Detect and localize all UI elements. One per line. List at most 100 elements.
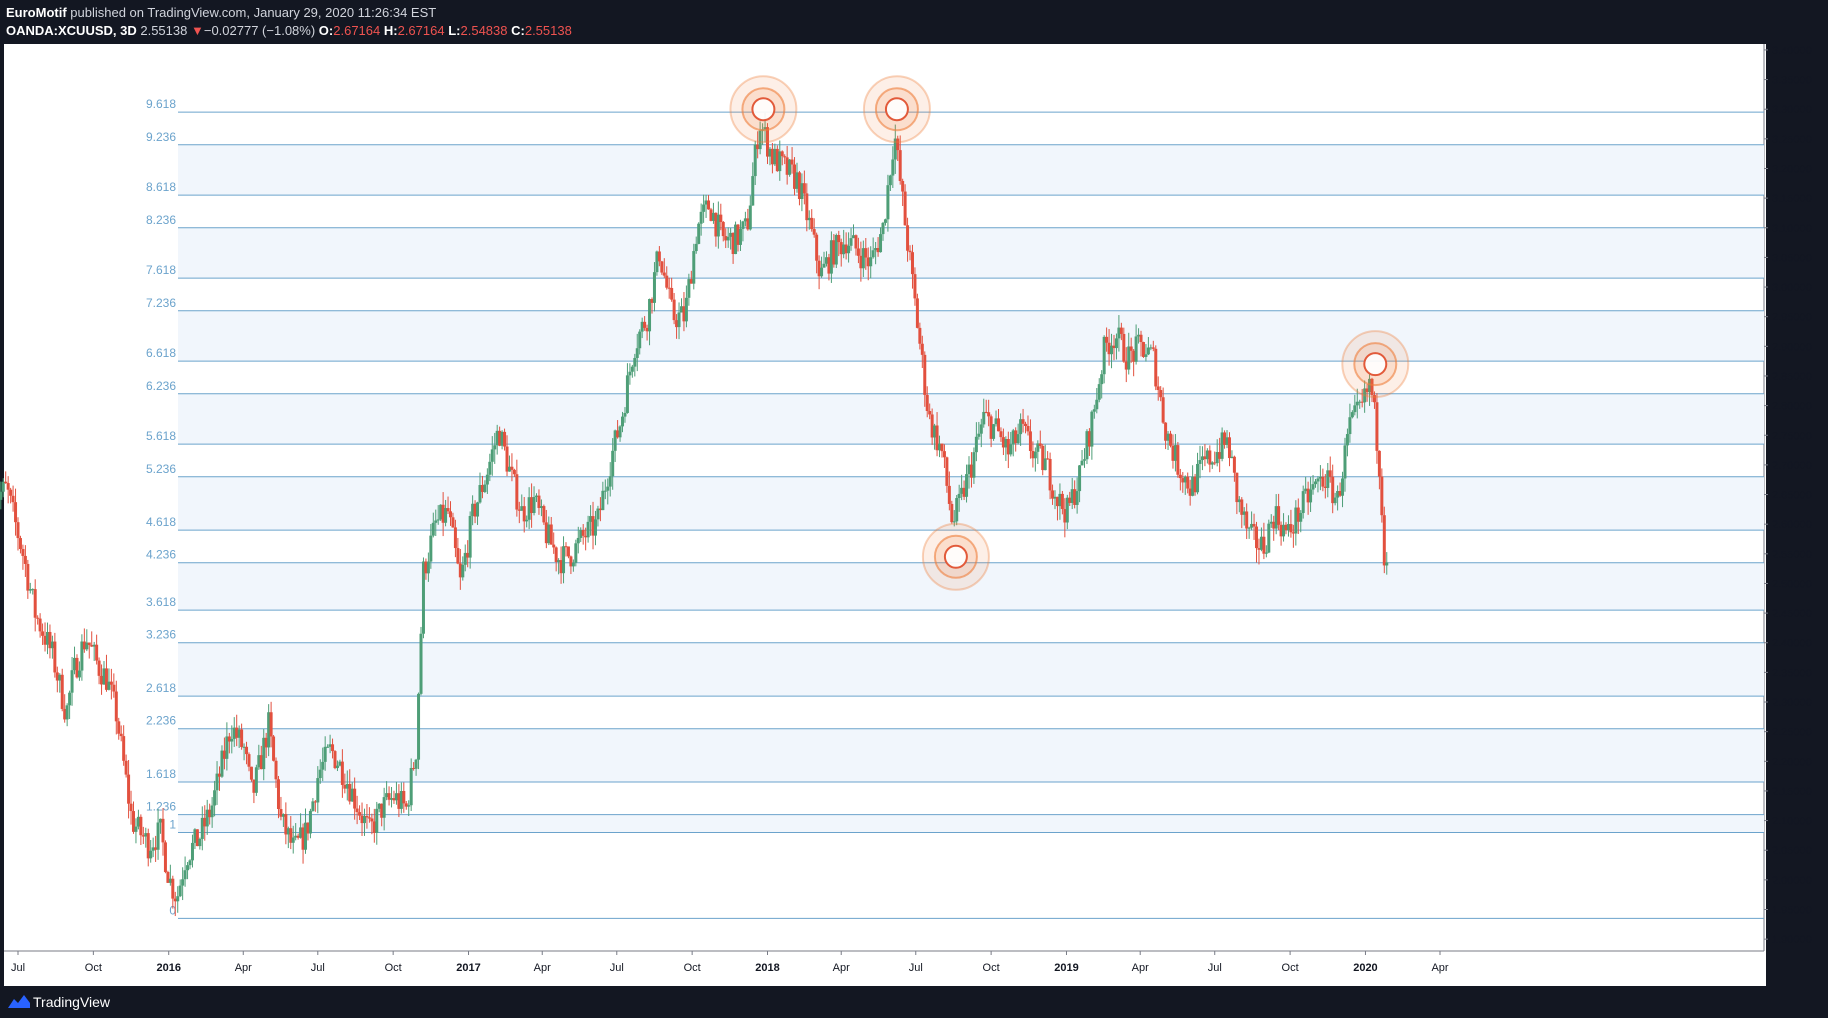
candle-up <box>820 267 824 277</box>
candle-down <box>1377 450 1381 477</box>
candle-down <box>709 209 713 221</box>
candle-down <box>1245 511 1249 529</box>
candle-up <box>729 232 733 237</box>
brand-name[interactable]: TradingView <box>33 994 111 1010</box>
candle-down <box>104 668 108 690</box>
candle-up <box>267 712 271 748</box>
candle-up <box>738 228 742 245</box>
candle-down <box>984 411 988 413</box>
candle-down <box>660 261 664 273</box>
candle-up <box>291 837 295 843</box>
candle-down <box>1181 478 1185 483</box>
candle-up <box>338 761 342 766</box>
candle-up <box>711 212 715 221</box>
candle-up <box>45 631 49 645</box>
symbol-name[interactable]: OANDA:XCUUSD, 3D <box>6 23 137 38</box>
candle-down <box>643 321 647 328</box>
candle-up <box>741 221 745 229</box>
x-tick-label: Oct <box>1282 962 1299 974</box>
candle-up <box>193 829 197 843</box>
candle-up <box>1343 445 1347 479</box>
candle-down <box>667 287 671 289</box>
candle-down <box>906 225 910 251</box>
candle-down <box>95 644 99 661</box>
candle-up <box>547 524 551 544</box>
candle-up <box>382 797 386 818</box>
x-tick-label: Oct <box>385 962 402 974</box>
candle-down <box>16 522 20 539</box>
fib-band <box>178 728 1764 783</box>
candle-up <box>1166 433 1170 441</box>
candle-up <box>488 461 492 475</box>
candle-down <box>75 657 79 678</box>
candle-down <box>517 509 521 511</box>
candle-down <box>854 235 858 249</box>
candle-up <box>1333 497 1337 504</box>
candle-up <box>758 130 762 150</box>
candle-up <box>684 297 688 322</box>
candle-up <box>31 589 35 591</box>
candle-up <box>485 474 489 485</box>
candle-up <box>562 546 566 574</box>
candle-down <box>832 240 836 265</box>
candle-up <box>107 681 111 690</box>
candle-down <box>1306 488 1310 503</box>
candle-down <box>915 298 919 328</box>
candle-up <box>1016 434 1020 444</box>
candle-up <box>611 450 615 477</box>
candles <box>0 112 1389 917</box>
candle-up <box>1242 511 1246 515</box>
candle-up <box>176 896 180 902</box>
candle-up <box>965 474 969 497</box>
candle-down <box>505 446 509 472</box>
y-tick-label: 2.90000 <box>1772 341 1812 353</box>
candle-up <box>800 183 804 199</box>
candle-down <box>1107 342 1111 355</box>
candle-down <box>97 660 101 676</box>
candle-up <box>1085 431 1089 460</box>
y-tick-label: 2.95000 <box>1772 312 1812 324</box>
candle-up <box>159 818 163 823</box>
candle-up <box>768 148 772 157</box>
candle-down <box>827 257 831 274</box>
open-value: 2.67164 <box>333 23 381 38</box>
candle-down <box>23 555 27 564</box>
y-tick-label: 2.35000 <box>1772 667 1812 679</box>
candle-down <box>1208 450 1212 465</box>
y-tick-label: 2.85000 <box>1772 371 1812 383</box>
candle-up <box>579 530 583 538</box>
candle-up <box>586 521 590 538</box>
candle-down <box>227 736 231 742</box>
candle-up <box>426 561 430 574</box>
price-change: −0.02777 (−1.08%) <box>203 23 316 38</box>
candle-up <box>933 425 937 438</box>
candle-down <box>793 164 797 189</box>
candle-up <box>419 633 423 694</box>
y-tick-labels: 1.90000 1.95000 2.00000 2.05000 2.10000 2.150… <box>1764 45 1812 946</box>
candle-up <box>149 850 153 859</box>
candle-down <box>1227 437 1231 459</box>
candle-down <box>331 744 335 752</box>
candle-up <box>751 176 755 206</box>
candle-down <box>333 751 337 769</box>
candle-down <box>1119 327 1123 334</box>
candle-up <box>65 705 69 720</box>
fib-band <box>178 393 1764 445</box>
candle-down <box>989 416 993 439</box>
author-name[interactable]: EuroMotif <box>6 5 67 20</box>
candle-up <box>1294 507 1298 534</box>
candle-up <box>417 693 421 760</box>
candle-up <box>375 808 379 833</box>
candle-up <box>852 235 856 239</box>
y-tick-label: 2.05000 <box>1772 845 1812 857</box>
tradingview-logo-icon[interactable] <box>8 994 30 1008</box>
candle-up <box>476 502 480 517</box>
candle-up <box>1004 438 1008 448</box>
candle-up <box>58 674 62 681</box>
candle-up <box>316 778 320 803</box>
price-chart[interactable]: 0 1 1.236 1.618 2.236 2.618 3.236 3.618 4.236 4.6… <box>0 44 1828 986</box>
candle-down <box>441 504 445 523</box>
high-value: 2.67164 <box>397 23 445 38</box>
candle-up <box>493 445 497 450</box>
x-tick-label: Oct <box>85 962 102 974</box>
